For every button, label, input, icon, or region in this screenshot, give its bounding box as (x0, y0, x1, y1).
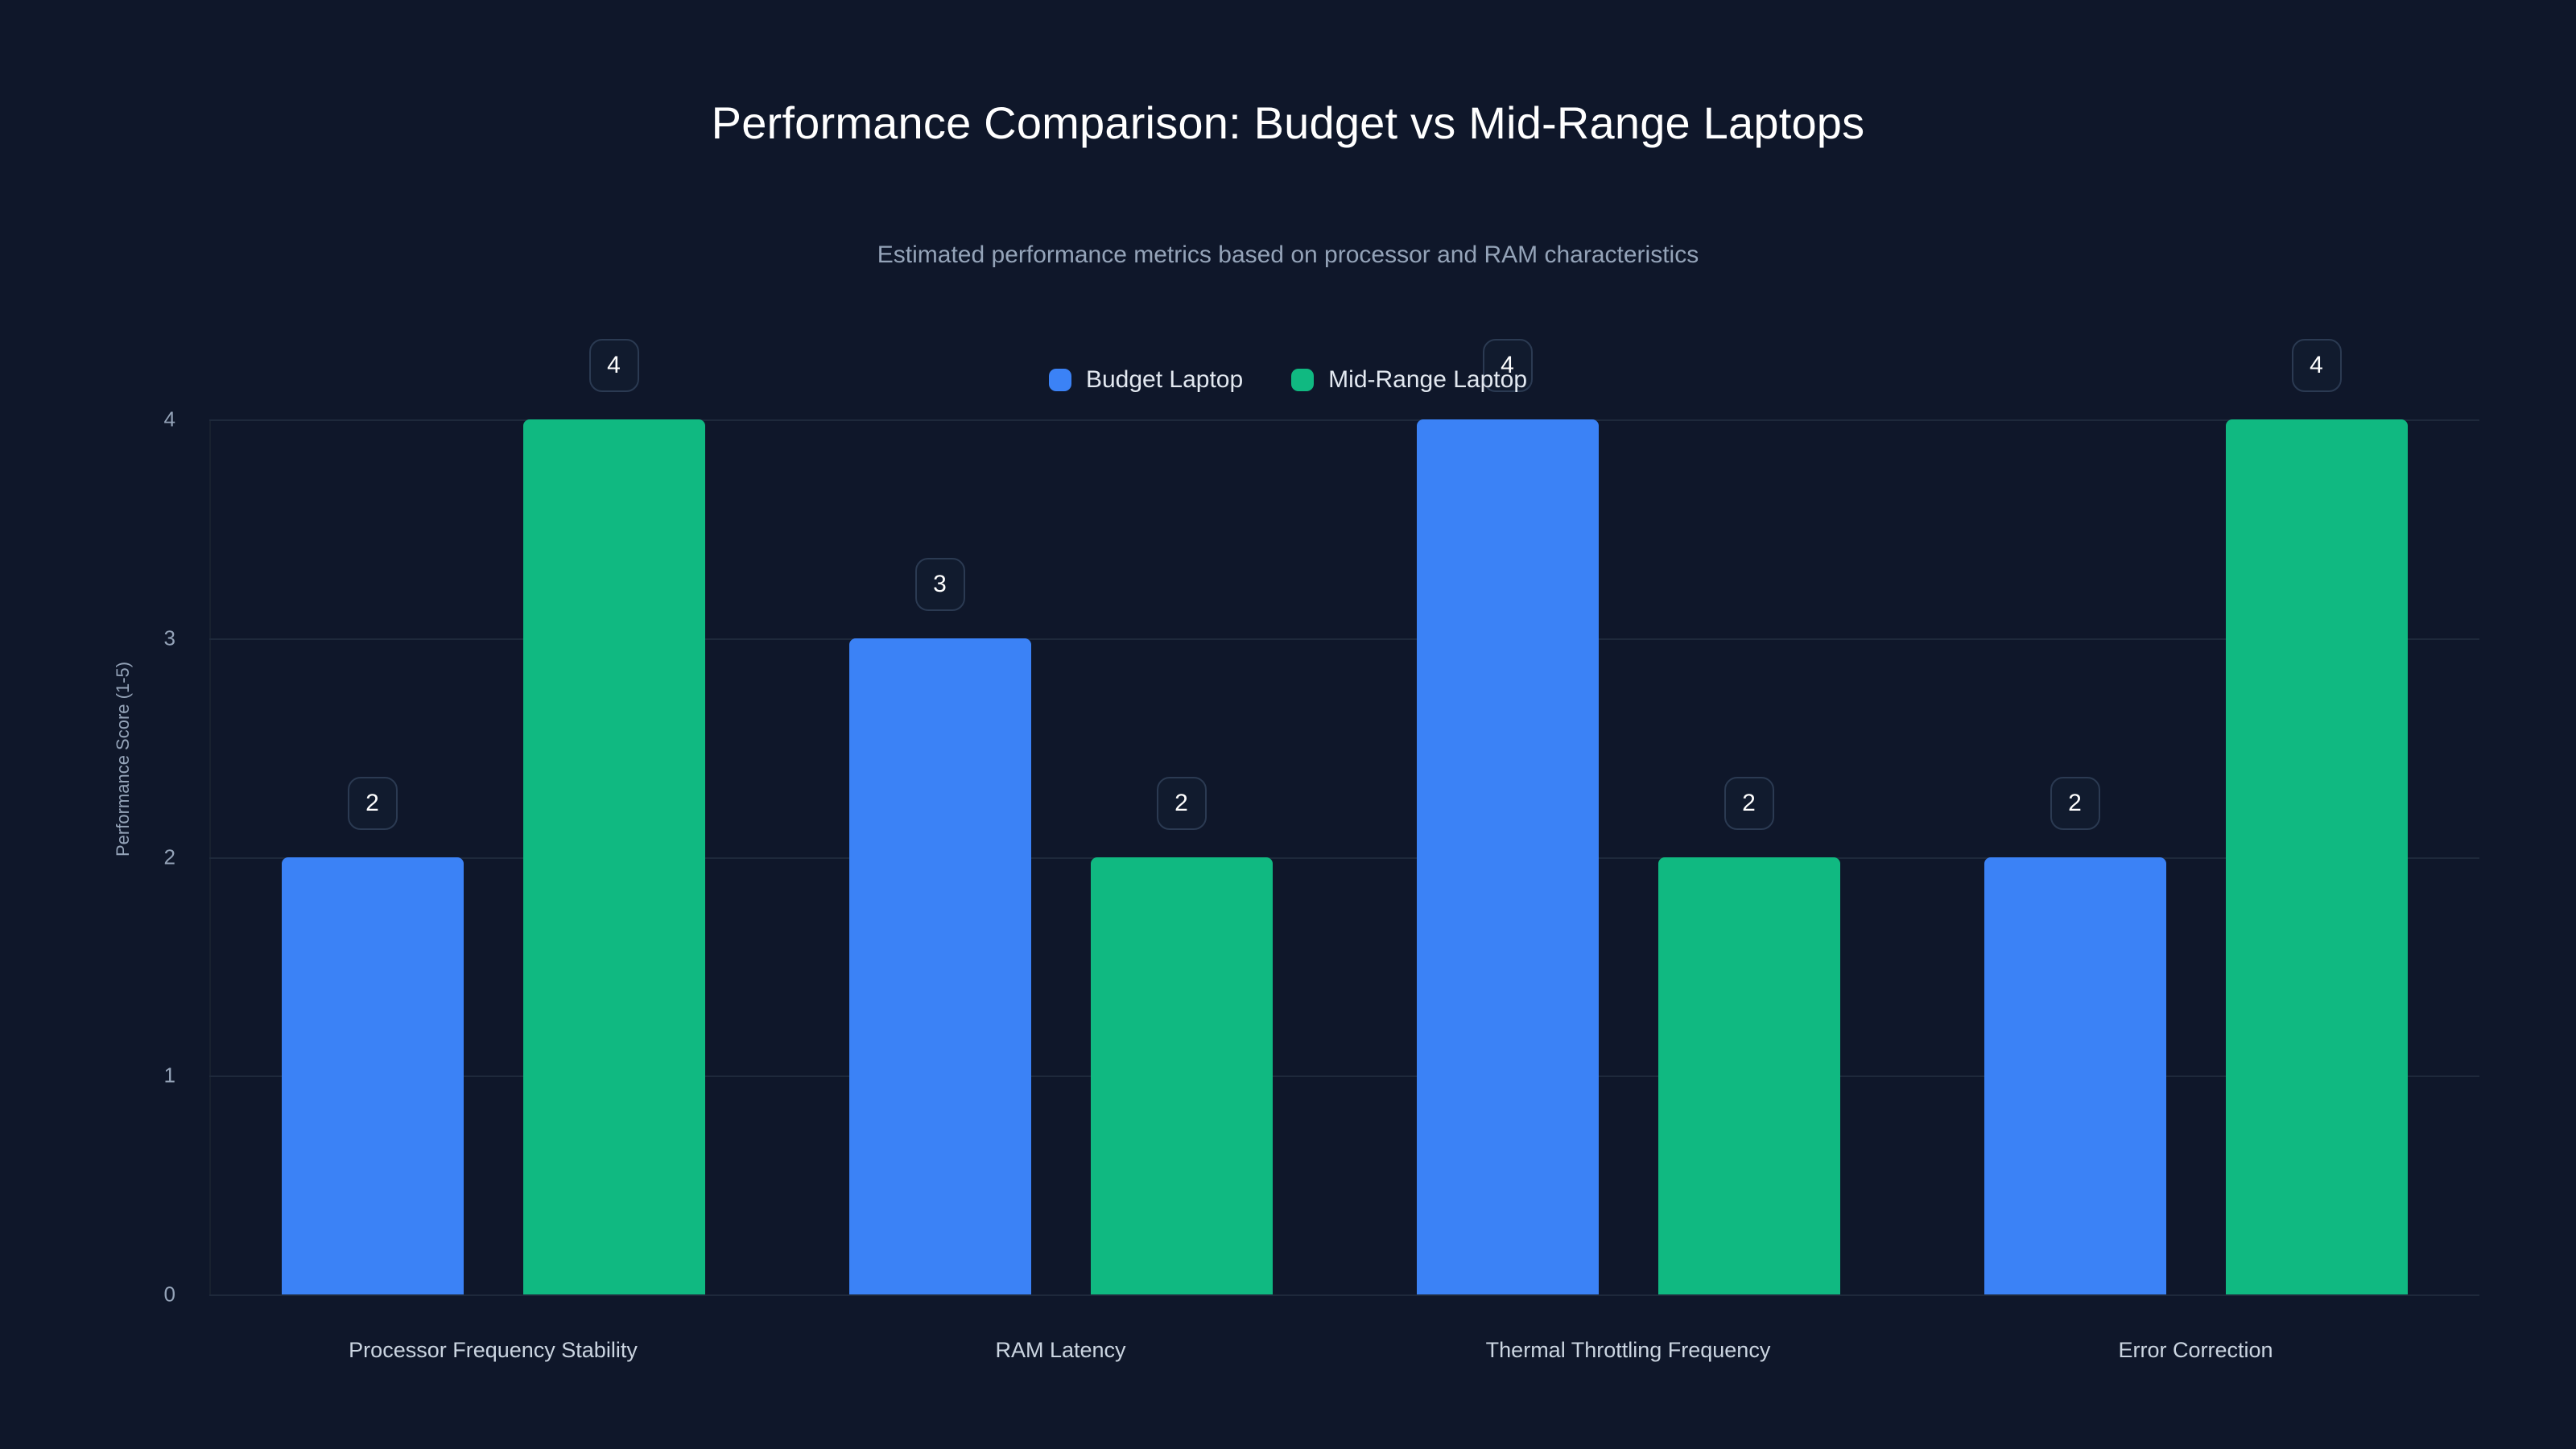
bar[interactable] (1416, 419, 1599, 1294)
legend-label: Budget Laptop (1085, 366, 1244, 393)
bar-value-label: 2 (1156, 776, 1207, 830)
bar-value-label: 2 (1724, 776, 1774, 830)
gridline (209, 1294, 2479, 1296)
y-axis-title: Performance Score (1-5) (113, 661, 133, 857)
bar-value-label: 2 (2050, 776, 2100, 830)
y-axis-tick-label: 0 (163, 1282, 175, 1307)
bar[interactable] (1984, 857, 2166, 1294)
gridline (209, 638, 2479, 640)
x-axis-tick-label: Thermal Throttling Frequency (1485, 1338, 1771, 1362)
bar[interactable] (1090, 857, 1273, 1294)
bar-value-label: 4 (1482, 339, 1533, 392)
legend-item[interactable]: Budget Laptop (1048, 366, 1244, 394)
bar[interactable] (848, 638, 1031, 1294)
chart-title: Performance Comparison: Budget vs Mid-Ra… (711, 97, 1865, 148)
y-axis-tick-label: 1 (163, 1063, 175, 1088)
bar[interactable] (522, 419, 705, 1294)
y-axis-tick-label: 2 (163, 844, 175, 869)
x-axis-tick-label: Error Correction (2118, 1338, 2273, 1362)
bar[interactable] (2225, 419, 2408, 1294)
chart-subtitle: Estimated performance metrics based on p… (877, 242, 1699, 268)
gridline (209, 1075, 2479, 1078)
bar[interactable] (1657, 857, 1840, 1294)
legend-swatch-icon (1048, 369, 1071, 391)
bar-value-label: 4 (588, 339, 639, 392)
x-axis-tick-label: RAM Latency (995, 1338, 1126, 1362)
x-axis-tick-label: Processor Frequency Stability (349, 1338, 638, 1362)
bar-value-label: 3 (914, 557, 965, 611)
bar-value-label: 4 (2291, 339, 2342, 392)
gridline (209, 857, 2479, 859)
legend-swatch-icon (1291, 369, 1315, 391)
y-axis-tick-label: 4 (163, 407, 175, 431)
chart-legend: Budget Laptop Mid-Range Laptop (0, 366, 2576, 394)
y-axis-tick-label: 3 (163, 625, 175, 650)
bar[interactable] (281, 857, 464, 1294)
plot-area: 0 1 2 3 4 2 4 Processor Frequency Stability 3 2 RA… (164, 339, 2479, 1362)
bar-value-label: 2 (347, 776, 398, 830)
gridline (209, 419, 2479, 421)
